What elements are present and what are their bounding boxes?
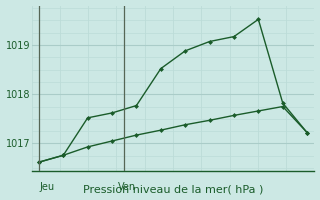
X-axis label: Pression niveau de la mer( hPa ): Pression niveau de la mer( hPa ) bbox=[83, 184, 263, 194]
Text: Ven: Ven bbox=[118, 182, 136, 192]
Text: Jeu: Jeu bbox=[39, 182, 54, 192]
